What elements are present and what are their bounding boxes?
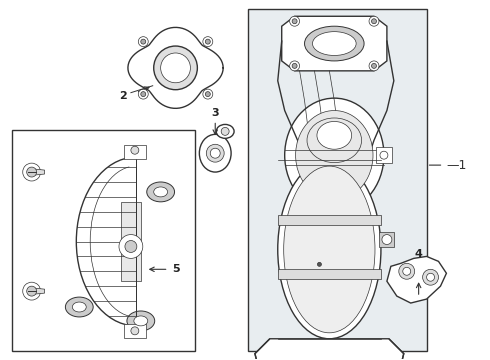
Circle shape xyxy=(131,146,139,154)
Ellipse shape xyxy=(285,98,384,212)
Bar xyxy=(379,231,394,247)
Ellipse shape xyxy=(284,166,375,333)
Circle shape xyxy=(427,273,435,281)
Bar xyxy=(248,9,427,351)
Circle shape xyxy=(26,286,37,296)
Circle shape xyxy=(371,19,376,24)
Text: —1: —1 xyxy=(446,159,467,172)
Text: 2: 2 xyxy=(119,91,127,101)
Ellipse shape xyxy=(147,182,174,202)
Circle shape xyxy=(203,89,213,99)
Circle shape xyxy=(210,148,220,158)
Circle shape xyxy=(23,163,41,181)
Ellipse shape xyxy=(216,125,234,138)
Circle shape xyxy=(403,267,411,275)
Bar xyxy=(376,147,392,163)
Bar xyxy=(278,269,381,279)
Bar xyxy=(124,324,146,338)
Circle shape xyxy=(138,89,148,99)
Circle shape xyxy=(141,39,146,44)
Bar xyxy=(12,130,196,351)
Ellipse shape xyxy=(313,32,356,55)
Polygon shape xyxy=(387,256,446,303)
Ellipse shape xyxy=(154,187,168,197)
Circle shape xyxy=(382,235,392,244)
Circle shape xyxy=(154,46,197,90)
Circle shape xyxy=(141,92,146,96)
Circle shape xyxy=(422,269,439,285)
Circle shape xyxy=(290,61,299,71)
Ellipse shape xyxy=(305,26,364,61)
Circle shape xyxy=(380,151,388,159)
Circle shape xyxy=(125,240,137,252)
Text: 3: 3 xyxy=(211,108,219,117)
Circle shape xyxy=(26,167,37,177)
Polygon shape xyxy=(255,339,404,360)
Bar xyxy=(278,215,381,225)
Polygon shape xyxy=(128,27,223,108)
Circle shape xyxy=(119,235,143,258)
Circle shape xyxy=(161,53,191,83)
Circle shape xyxy=(131,327,139,335)
Ellipse shape xyxy=(134,316,148,326)
Ellipse shape xyxy=(278,160,381,339)
Polygon shape xyxy=(35,288,45,294)
Ellipse shape xyxy=(317,121,352,149)
Circle shape xyxy=(203,37,213,46)
Ellipse shape xyxy=(127,311,155,331)
Circle shape xyxy=(369,16,379,26)
Circle shape xyxy=(399,264,415,279)
Polygon shape xyxy=(282,16,387,71)
Bar xyxy=(124,145,146,159)
Circle shape xyxy=(292,19,297,24)
Circle shape xyxy=(205,92,210,96)
Circle shape xyxy=(206,144,224,162)
Text: 4: 4 xyxy=(415,249,422,260)
Circle shape xyxy=(292,63,297,68)
Circle shape xyxy=(138,37,148,46)
Circle shape xyxy=(371,63,376,68)
Text: 5: 5 xyxy=(172,264,180,274)
Ellipse shape xyxy=(199,134,231,172)
Circle shape xyxy=(290,16,299,26)
Circle shape xyxy=(369,61,379,71)
Circle shape xyxy=(23,282,41,300)
Ellipse shape xyxy=(73,302,86,312)
Circle shape xyxy=(221,127,229,135)
Circle shape xyxy=(318,262,321,266)
Polygon shape xyxy=(35,169,45,175)
Bar xyxy=(121,202,141,281)
Circle shape xyxy=(205,39,210,44)
Ellipse shape xyxy=(295,111,373,200)
Ellipse shape xyxy=(65,297,93,317)
